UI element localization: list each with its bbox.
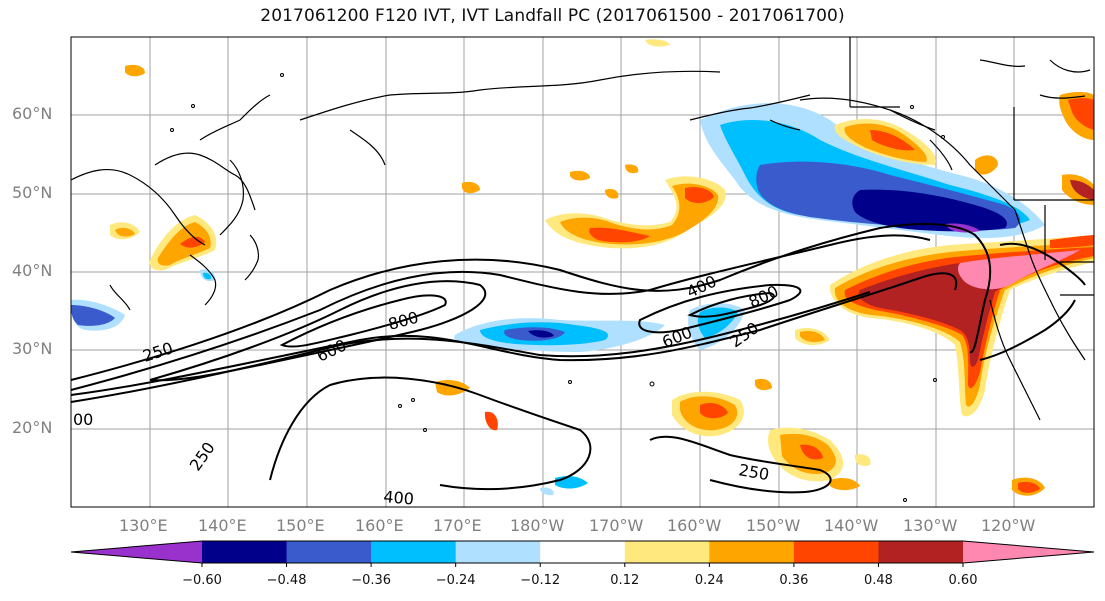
map-title: 2017061200 F120 IVT, IVT Landfall PC (20…	[260, 6, 845, 26]
contour-label: 400	[383, 487, 415, 509]
colorbar-tick-label: −0.12	[520, 573, 561, 588]
colorbar-tick-label: 0.48	[863, 573, 893, 588]
colorbar-tick-label: −0.36	[351, 573, 392, 588]
colorbar-tick-label: 0.60	[948, 573, 978, 588]
ivt-contours	[70, 223, 1086, 494]
contour-label: 00	[73, 410, 93, 429]
lon-label: 150°E	[276, 516, 325, 535]
lon-label: 170°W	[589, 516, 644, 535]
lon-label: 140°W	[824, 516, 879, 535]
coastlines	[70, 37, 1094, 421]
colorbar-tick-label: 0.12	[610, 573, 640, 588]
lat-label-20n: 20°N	[12, 418, 53, 437]
lon-label: 130°E	[119, 516, 168, 535]
colorbar-tick-label: −0.60	[182, 573, 222, 588]
lon-label: 170°E	[433, 516, 482, 535]
colorbar-tick-label: −0.24	[435, 573, 476, 588]
lat-label-60n: 60°N	[12, 104, 53, 123]
lat-label-40n: 40°N	[12, 261, 53, 280]
lon-label: 120°W	[981, 516, 1036, 535]
colorbar-tick-label: 0.24	[694, 573, 724, 588]
lon-label: 160°E	[355, 516, 404, 535]
lon-label: 130°W	[903, 516, 958, 535]
lon-label: 140°E	[198, 516, 247, 535]
islands	[170, 73, 945, 502]
colorbar-tick-label: 0.36	[779, 573, 809, 588]
colorbar-tick-label: −0.48	[266, 573, 307, 588]
pc-shading	[71, 39, 1094, 496]
map-frame	[70, 36, 1095, 508]
lat-label-50n: 50°N	[12, 183, 53, 202]
lat-label-30n: 30°N	[12, 339, 53, 358]
lon-label: 180°W	[510, 516, 565, 535]
lon-label: 150°W	[746, 516, 801, 535]
lon-label: 160°W	[667, 516, 722, 535]
